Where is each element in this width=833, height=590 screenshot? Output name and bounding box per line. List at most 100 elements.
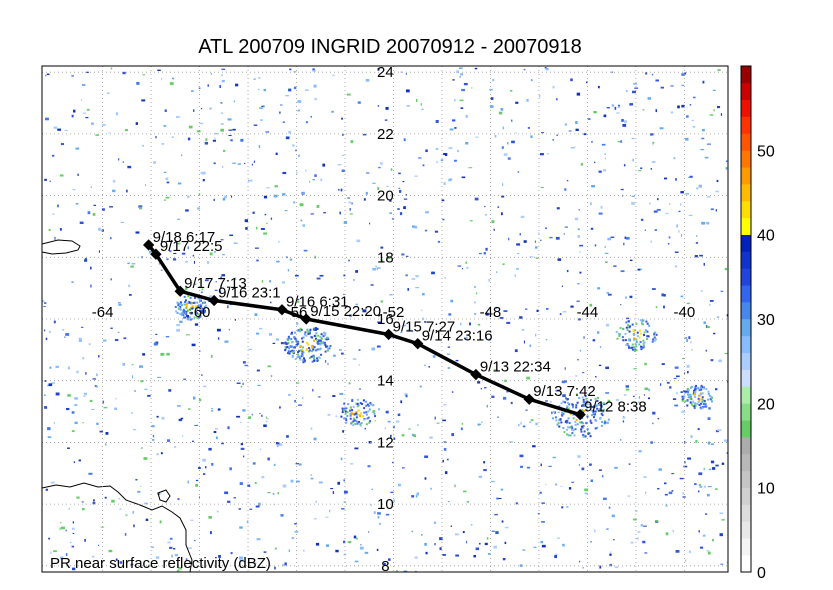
echo-pixel	[335, 415, 338, 417]
echo-pixel	[301, 354, 304, 357]
echo-pixel	[515, 268, 520, 270]
echo-pixel	[192, 302, 195, 305]
echo-pixel	[691, 119, 694, 122]
echo-pixel	[388, 558, 391, 561]
echo-pixel	[574, 428, 577, 431]
echo-pixel	[189, 307, 192, 310]
echo-pixel	[657, 488, 660, 490]
echo-pixel	[655, 109, 657, 113]
echo-pixel	[369, 420, 372, 423]
echo-pixel	[304, 89, 309, 91]
echo-pixel	[620, 304, 622, 306]
echo-pixel	[192, 440, 194, 443]
echo-pixel	[50, 551, 52, 554]
echo-pixel	[703, 405, 706, 408]
echo-pixel	[313, 437, 317, 441]
echo-pixel	[460, 107, 464, 109]
echo-pixel	[272, 342, 276, 344]
echo-pixel	[688, 550, 691, 554]
echo-pixel	[367, 404, 370, 407]
echo-pixel	[415, 570, 417, 572]
echo-pixel	[103, 406, 108, 409]
echo-pixel	[367, 416, 370, 419]
echo-pixel	[64, 336, 66, 338]
echo-pixel	[724, 439, 728, 442]
echo-pixel	[702, 80, 705, 84]
echo-pixel	[497, 206, 500, 208]
echo-pixel	[540, 239, 542, 241]
echo-pixel	[195, 307, 198, 310]
echo-pixel	[161, 77, 163, 81]
echo-pixel	[708, 468, 712, 471]
echo-pixel	[486, 537, 489, 540]
echo-pixel	[688, 176, 693, 178]
echo-pixel	[489, 88, 493, 91]
echo-pixel	[703, 387, 706, 390]
echo-pixel	[157, 492, 161, 496]
echo-pixel	[591, 185, 595, 188]
echo-pixel	[652, 411, 656, 415]
echo-pixel	[54, 236, 56, 240]
echo-pixel	[194, 305, 197, 308]
echo-pixel	[598, 85, 600, 89]
echo-pixel	[218, 554, 221, 558]
echo-pixel	[294, 331, 297, 334]
echo-pixel	[371, 347, 376, 351]
echo-pixel	[326, 345, 329, 348]
echo-pixel	[594, 397, 597, 400]
echo-pixel	[559, 313, 562, 316]
echo-pixel	[258, 145, 261, 148]
echo-pixel	[655, 519, 658, 522]
echo-pixel	[74, 397, 79, 400]
echo-pixel	[358, 349, 361, 351]
echo-pixel	[349, 406, 352, 409]
echo-pixel	[398, 172, 401, 175]
echo-pixel	[572, 413, 575, 416]
echo-pixel	[631, 348, 634, 351]
echo-pixel	[671, 490, 674, 492]
echo-pixel	[294, 337, 297, 340]
echo-pixel	[202, 171, 206, 175]
echo-pixel	[447, 501, 450, 503]
echo-pixel	[697, 397, 700, 400]
echo-pixel	[555, 236, 560, 240]
echo-pixel	[698, 404, 701, 407]
echo-pixel	[284, 562, 287, 566]
echo-pixel	[257, 88, 260, 91]
echo-pixel	[369, 402, 372, 405]
echo-pixel	[506, 391, 509, 393]
echo-pixel	[287, 347, 290, 350]
echo-pixel	[159, 520, 162, 524]
echo-pixel	[581, 404, 584, 407]
echo-pixel	[616, 337, 619, 340]
echo-pixel	[187, 295, 190, 298]
echo-pixel	[299, 345, 302, 348]
echo-pixel	[557, 537, 560, 539]
echo-pixel	[161, 143, 164, 145]
echo-pixel	[192, 254, 195, 257]
echo-pixel	[298, 404, 303, 406]
echo-pixel	[182, 310, 185, 313]
echo-pixel	[561, 411, 564, 414]
echo-pixel	[59, 228, 62, 231]
echo-pixel	[363, 407, 366, 410]
echo-pixel	[629, 259, 633, 262]
echo-pixel	[546, 153, 549, 155]
echo-pixel	[705, 405, 708, 408]
echo-pixel	[132, 375, 134, 379]
echo-pixel	[415, 495, 418, 498]
echo-pixel	[291, 354, 294, 357]
echo-pixel	[151, 546, 154, 548]
echo-pixel	[483, 461, 486, 464]
echo-pixel	[389, 294, 393, 296]
echo-pixel	[519, 316, 523, 319]
echo-pixel	[580, 421, 583, 424]
echo-pixel	[451, 433, 455, 437]
echo-pixel	[552, 139, 554, 141]
echo-pixel	[681, 410, 686, 413]
echo-pixel	[196, 301, 199, 304]
echo-pixel	[493, 369, 498, 371]
echo-pixel	[715, 430, 719, 433]
echo-pixel	[600, 205, 603, 209]
echo-pixel	[266, 222, 268, 224]
